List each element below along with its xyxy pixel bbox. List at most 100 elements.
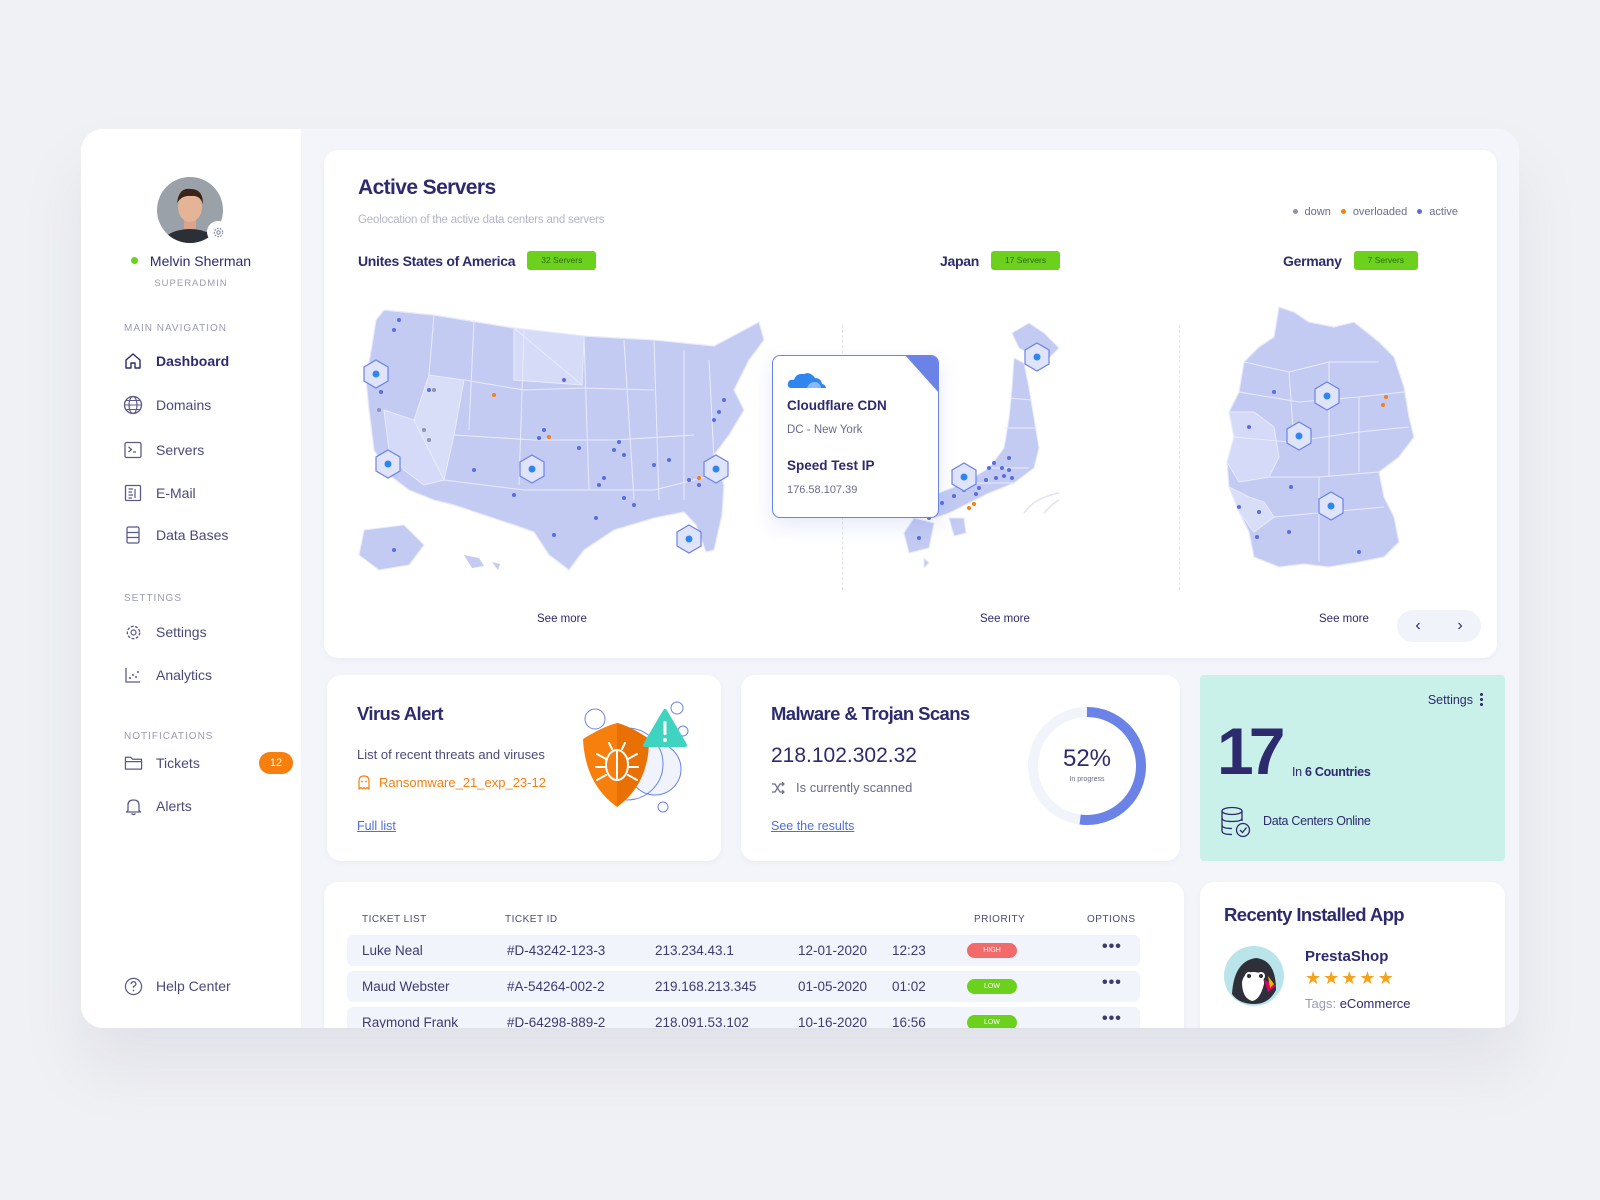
database-check-icon xyxy=(1221,806,1251,838)
main-navigation-label: MAIN NAVIGATION xyxy=(124,323,227,334)
nav-databases-label: Data Bases xyxy=(156,527,229,543)
priority-badge: LOW xyxy=(967,1015,1017,1028)
more-options-icon[interactable]: ••• xyxy=(1102,1010,1122,1027)
chevron-right-icon[interactable]: › xyxy=(1457,617,1463,634)
ticket-date: 10-16-2020 xyxy=(798,1015,868,1028)
notifications-section-label: NOTIFICATIONS xyxy=(124,731,214,742)
more-options-icon[interactable]: ••• xyxy=(1102,974,1122,991)
legend-active: active xyxy=(1417,206,1458,218)
header-ticket-id: TICKET ID xyxy=(505,914,558,925)
see-more-japan[interactable]: See more xyxy=(980,613,1030,625)
ticket-time: 16:56 xyxy=(892,1015,926,1028)
recent-app-title: Recenty Installed App xyxy=(1224,904,1405,925)
ticket-name: Maud Webster xyxy=(362,979,450,994)
nav-tickets[interactable]: Tickets 12 xyxy=(123,751,293,775)
country-usa-count: 32 Servers xyxy=(527,251,597,270)
see-more-usa[interactable]: See more xyxy=(537,613,587,625)
nav-alerts[interactable]: Alerts xyxy=(123,794,283,818)
scan-status: Is currently scanned xyxy=(771,780,912,795)
more-vertical-icon[interactable] xyxy=(1480,693,1484,706)
gear-icon xyxy=(123,622,143,642)
nav-help-center[interactable]: Help Center xyxy=(123,974,283,998)
dashboard-window: Melvin Sherman SUPERADMIN MAIN NAVIGATIO… xyxy=(81,129,1519,1028)
user-role: SUPERADMIN xyxy=(154,278,228,289)
nav-analytics[interactable]: Analytics xyxy=(123,663,283,687)
nav-dashboard[interactable]: Dashboard xyxy=(123,349,283,373)
ticket-ip: 219.168.213.345 xyxy=(655,979,757,994)
header-priority: PRIORITY xyxy=(974,914,1026,925)
ticket-name: Raymond Frank xyxy=(362,1015,459,1028)
nav-email-label: E-Mail xyxy=(156,485,196,501)
server-tooltip[interactable]: Cloudflare CDN DC - New York Speed Test … xyxy=(772,355,939,518)
ticket-id: #A-54264-002-2 xyxy=(507,979,605,994)
nav-dashboard-label: Dashboard xyxy=(156,353,230,369)
user-name: Melvin Sherman xyxy=(81,253,301,269)
usa-map[interactable] xyxy=(354,300,784,580)
map-divider-2 xyxy=(1179,325,1180,590)
full-list-link[interactable]: Full list xyxy=(357,819,396,833)
profile[interactable] xyxy=(157,177,229,243)
tooltip-title: Cloudflare CDN xyxy=(787,398,887,413)
nav-alerts-label: Alerts xyxy=(156,798,192,814)
map-pager: ‹ › xyxy=(1397,610,1481,642)
datacenters-count: 17 xyxy=(1217,714,1285,788)
mail-icon xyxy=(123,483,143,503)
app-tag-value: eCommerce xyxy=(1339,996,1411,1011)
header-options: OPTIONS xyxy=(1087,914,1136,925)
ticket-time: 12:23 xyxy=(892,943,926,958)
country-germany-name: Germany xyxy=(1283,252,1342,269)
home-icon xyxy=(123,351,143,371)
country-germany-header: Germany 7 Servers xyxy=(1283,251,1418,270)
virus-alert-title: Virus Alert xyxy=(357,703,444,724)
nav-databases[interactable]: Data Bases xyxy=(123,523,283,547)
nav-domains[interactable]: Domains xyxy=(123,393,283,417)
country-germany-count: 7 Servers xyxy=(1353,251,1418,270)
priority-badge: LOW xyxy=(967,979,1017,994)
scan-progress-label: In progress xyxy=(1069,776,1105,783)
see-more-germany[interactable]: See more xyxy=(1319,613,1369,625)
scan-status-text: Is currently scanned xyxy=(796,780,913,795)
active-servers-title: Active Servers xyxy=(358,176,496,199)
recent-app-card: Recenty Installed App PrestaShop ★★★★★ T… xyxy=(1200,882,1505,1028)
ticket-date: 12-01-2020 xyxy=(798,943,868,958)
app-name: PrestaShop xyxy=(1305,948,1389,965)
datacenters-settings[interactable]: Settings xyxy=(1427,693,1473,707)
star-icon: ★ xyxy=(1305,968,1324,988)
nav-servers[interactable]: Servers xyxy=(123,438,283,462)
more-options-icon[interactable]: ••• xyxy=(1102,938,1122,955)
virus-shield-illustration xyxy=(583,701,689,813)
table-row[interactable]: Raymond Frank #D-64298-889-2 218.091.53.… xyxy=(347,1007,1140,1028)
avatar[interactable] xyxy=(157,177,223,243)
chevron-left-icon[interactable]: ‹ xyxy=(1415,617,1421,634)
legend-down: down xyxy=(1292,206,1331,218)
active-servers-subtitle: Geolocation of the active data centers a… xyxy=(358,214,605,226)
shuffle-icon xyxy=(772,781,785,794)
threat-item[interactable]: Ransomware_21_exp_23-12 xyxy=(357,775,546,790)
profile-settings-icon[interactable] xyxy=(207,221,229,243)
see-results-link[interactable]: See the results xyxy=(771,819,855,833)
nav-email[interactable]: E-Mail xyxy=(123,481,283,505)
datacenters-countries: In 6 Countries xyxy=(1292,765,1371,779)
tickets-count-badge: 12 xyxy=(259,752,293,774)
ticket-ip: 213.234.43.1 xyxy=(655,943,734,958)
help-icon xyxy=(123,976,143,996)
app-rating: ★★★★★ xyxy=(1305,968,1396,989)
bell-icon xyxy=(123,796,143,816)
germany-map[interactable] xyxy=(1219,302,1429,582)
database-icon xyxy=(123,525,143,545)
tooltip-ip-label: Speed Test IP xyxy=(787,458,875,473)
datacenters-label: Data Centers Online xyxy=(1263,814,1371,828)
ghost-icon xyxy=(358,775,370,790)
nav-settings[interactable]: Settings xyxy=(123,620,283,644)
app-tags: Tags: eCommerce xyxy=(1305,996,1411,1011)
settings-section-label: SETTINGS xyxy=(124,593,183,604)
table-row[interactable]: Maud Webster #A-54264-002-2 219.168.213.… xyxy=(347,971,1140,1002)
tooltip-ip: 176.58.107.39 xyxy=(787,484,858,496)
table-row[interactable]: Luke Neal #D-43242-123-3 213.234.43.1 12… xyxy=(347,935,1140,966)
japan-map[interactable] xyxy=(894,318,1094,568)
online-status-dot xyxy=(130,256,138,264)
ticket-time: 01:02 xyxy=(892,979,926,994)
priority-badge: HIGH xyxy=(967,943,1017,958)
star-icon: ★ xyxy=(1359,968,1378,988)
map-legend: down overloaded active xyxy=(1292,206,1458,218)
